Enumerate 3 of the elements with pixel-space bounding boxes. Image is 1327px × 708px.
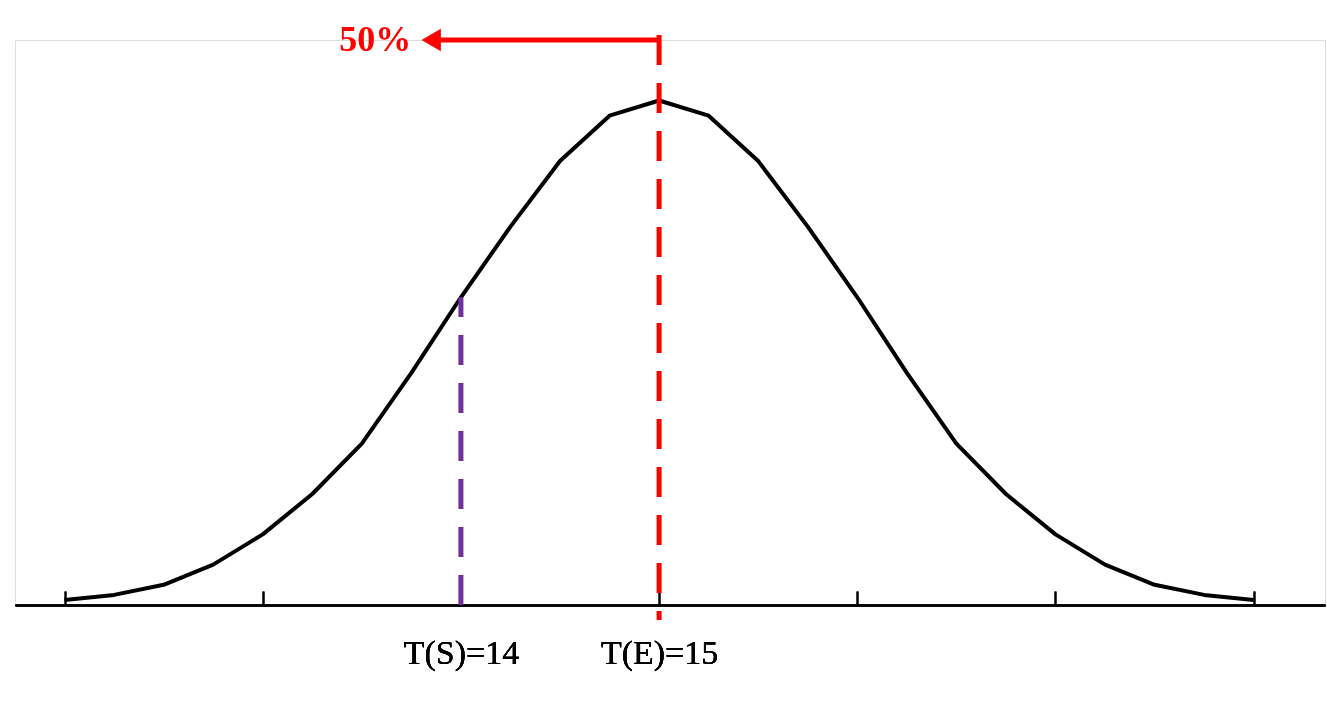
x-tick-label: T(E)=15 [600,633,719,672]
x-tick-label: T(S)=14 [403,633,520,672]
text: 50% [339,19,412,59]
